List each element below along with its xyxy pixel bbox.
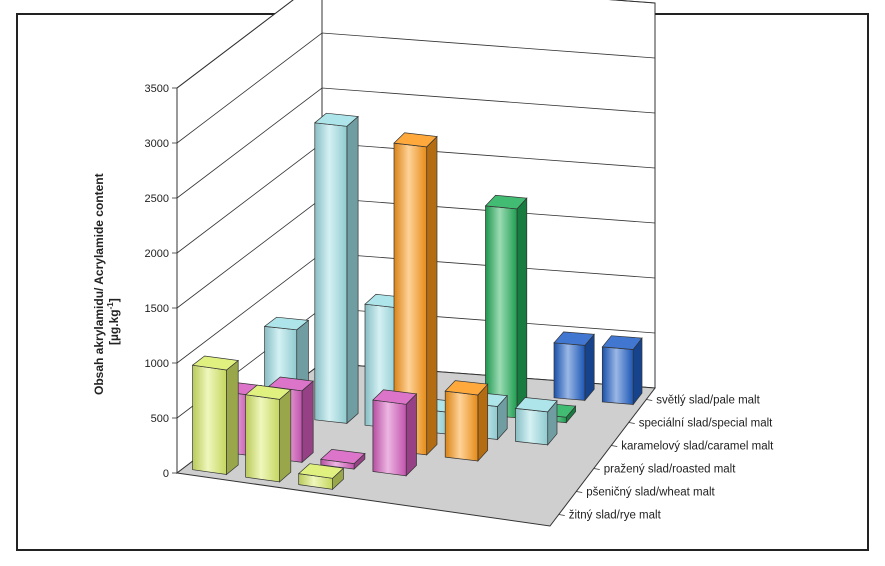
- bar: [313, 112, 359, 425]
- bar-front: [553, 342, 586, 401]
- bar-front: [601, 346, 634, 405]
- bar-front: [485, 205, 518, 419]
- y-axis-unit-text: [µg.kg: [107, 309, 121, 345]
- category-tick: [576, 491, 583, 493]
- category-tick: [646, 399, 653, 401]
- bar-top: [244, 384, 292, 400]
- bar-side: [405, 393, 417, 477]
- bar-side: [301, 380, 314, 464]
- bar: [297, 463, 345, 491]
- category-label: pšeničný slad/wheat malt: [586, 487, 715, 499]
- bar-side: [426, 135, 438, 456]
- bar-front: [515, 408, 549, 446]
- bar-front: [372, 399, 407, 477]
- y-axis-label-line1: Obsah akrylamidu/ Acrylamide content: [92, 173, 106, 395]
- bar-top: [263, 316, 310, 331]
- bar-front: [192, 364, 227, 475]
- y-tick-label: 500: [151, 413, 169, 425]
- y-axis-unit-end: ]: [107, 298, 121, 302]
- y-axis-ticks: 0 500 1000 1500 2000 2500 3000 3500: [145, 83, 177, 480]
- bar-side: [346, 115, 359, 425]
- bar-top: [313, 112, 359, 127]
- y-axis-label: Obsah akrylamidu/ Acrylamide content: [92, 173, 106, 395]
- bar-top: [444, 380, 489, 396]
- category-label: speciální slad/special malt: [639, 418, 773, 430]
- y-tick-label: 3500: [145, 83, 169, 95]
- bar-front: [314, 122, 348, 424]
- y-tick-label: 3000: [145, 138, 169, 150]
- bar-top: [514, 397, 558, 413]
- y-axis-unit: [µg.kg-1]: [106, 298, 121, 345]
- bar: [553, 331, 595, 402]
- bar: [484, 194, 528, 419]
- bar-front: [444, 390, 479, 462]
- bar-top: [191, 355, 240, 371]
- bar: [601, 335, 643, 406]
- bar: [514, 397, 558, 446]
- bar-top: [553, 331, 595, 346]
- y-tick-label: 2000: [145, 248, 169, 260]
- category-tick: [558, 514, 565, 516]
- bar-side: [516, 197, 528, 419]
- category-label: pražený slad/roasted malt: [604, 464, 736, 476]
- bar-top: [297, 463, 345, 479]
- y-tick-label: 2500: [145, 193, 169, 205]
- bar-top: [601, 335, 643, 350]
- bar: [444, 380, 489, 462]
- category-labels: světlý slad/pale malt speciální slad/spec…: [558, 395, 774, 522]
- category-tick: [611, 445, 618, 447]
- gridline: [176, 87, 656, 199]
- y-tick-label: 1500: [145, 303, 169, 315]
- gridline: [176, 0, 656, 89]
- bar-front: [245, 394, 280, 483]
- bar-side: [226, 359, 239, 476]
- chart-bars: [191, 112, 643, 491]
- bar-top: [484, 194, 528, 210]
- category-tick: [628, 422, 635, 424]
- category-label: žitný slad/rye malt: [569, 510, 662, 522]
- bar-top: [372, 389, 418, 405]
- y-axis-unit-sup: -1: [106, 302, 115, 310]
- y-tick-label: 1000: [145, 358, 169, 370]
- bar-top: [393, 132, 438, 148]
- category-label: karamelový slad/caramel malt: [621, 441, 774, 453]
- bar-top: [319, 449, 366, 464]
- y-tick-label: 0: [163, 468, 169, 480]
- category-tick: [593, 468, 600, 470]
- bar: [319, 449, 366, 470]
- gridline: [176, 32, 656, 144]
- category-label: světlý slad/pale malt: [656, 395, 760, 407]
- bar-side: [279, 388, 292, 483]
- bar-side: [477, 383, 489, 462]
- bar: [244, 384, 292, 483]
- bar: [191, 355, 240, 476]
- bar: [372, 389, 418, 477]
